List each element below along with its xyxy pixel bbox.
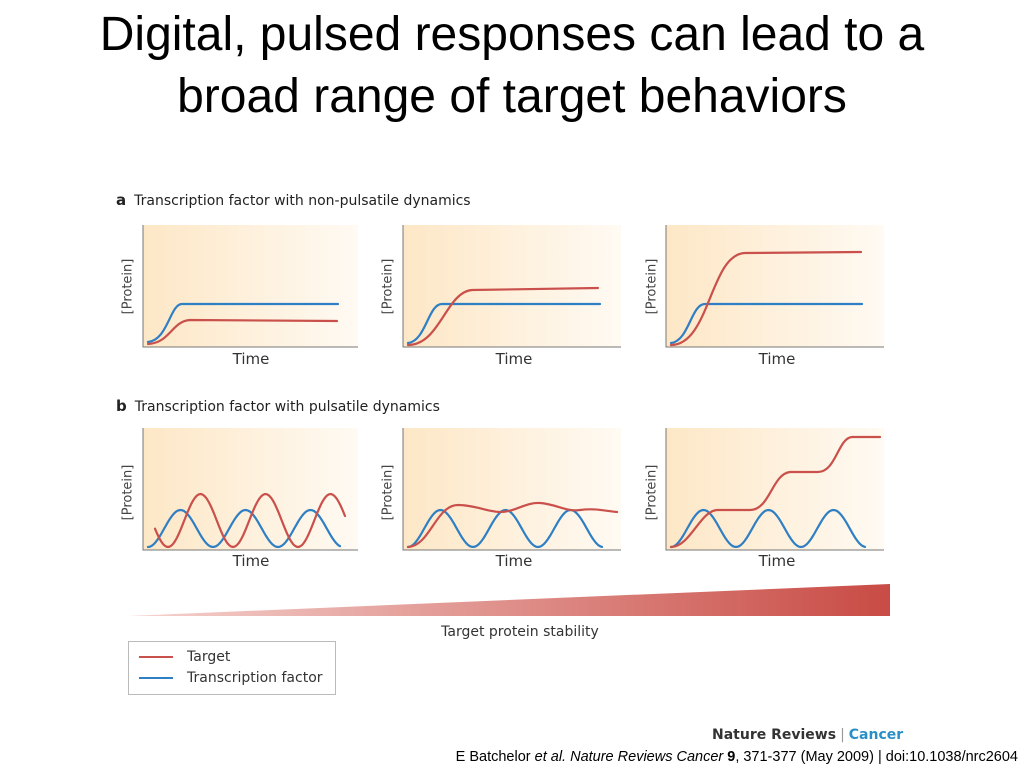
b2-panel-bg [403, 428, 621, 550]
section-a-letter: a [116, 191, 127, 209]
b1-y-label: [Protein] [120, 464, 136, 521]
a2-tf-curve [406, 302, 602, 345]
b3-y-label: [Protein] [644, 464, 660, 521]
a3-x-label: Time [758, 350, 796, 368]
a1-tf-curve [146, 302, 340, 344]
section-a-text: Transcription factor with non-pulsatile … [134, 193, 471, 209]
a1-axes [142, 225, 358, 348]
legend-item-tf: Transcription factor [139, 668, 323, 688]
a2-x-label: Time [495, 350, 533, 368]
a3-tf-curve [669, 302, 864, 345]
b2-x-label: Time [495, 552, 533, 570]
section-b-letter: b [116, 397, 127, 415]
b2-y-label: [Protein] [380, 464, 396, 521]
a3-y-label: [Protein] [644, 258, 660, 315]
legend-label-target: Target [187, 649, 231, 665]
a2-axes [402, 225, 621, 348]
section-b-label: b Transcription factor with pulsatile dyn… [116, 397, 440, 415]
journal-logo: Nature Reviews | Cancer [712, 727, 903, 743]
section-a-label: a Transcription factor with non-pulsatile… [116, 191, 471, 209]
a3-axes [665, 225, 884, 348]
b1-panel-bg [143, 428, 358, 550]
legend-label-tf: Transcription factor [187, 670, 323, 686]
b3-panel-bg [666, 428, 884, 550]
a2-y-label: [Protein] [380, 258, 396, 315]
citation-etal: et al. Nature Reviews Cancer [534, 749, 724, 765]
legend-item-target: Target [139, 647, 230, 667]
a1-panel-bg [143, 225, 358, 347]
citation: E Batchelor et al. Nature Reviews Cancer… [456, 749, 1018, 765]
a3-target-curve [669, 250, 863, 347]
b1-x-label: Time [232, 552, 270, 570]
a3-panel-bg [666, 225, 884, 347]
stability-wedge [128, 584, 890, 616]
b3-tf-curve [669, 508, 867, 549]
citation-authors: E Batchelor [455, 749, 535, 765]
a1-target-curve [146, 318, 339, 346]
journal-name: Nature Reviews [712, 727, 837, 743]
journal-separator: | [840, 727, 845, 743]
citation-rest: , 371-377 (May 2009) | doi:10.1038/nrc26… [735, 749, 1018, 765]
section-b-text: Transcription factor with pulsatile dyna… [134, 399, 440, 415]
legend-swatch-tf [139, 677, 173, 679]
legend-swatch-target [139, 656, 173, 658]
b2-axes [402, 428, 621, 551]
legend: Target Transcription factor [128, 641, 336, 695]
b1-tf-curve [146, 508, 342, 549]
a2-target-curve [406, 286, 600, 347]
citation-volume: 9 [723, 749, 736, 765]
b3-axes [665, 428, 884, 551]
a2-panel-bg [403, 225, 621, 347]
b1-target-curve [153, 492, 347, 549]
a1-x-label: Time [232, 350, 270, 368]
b3-target-curve [669, 435, 882, 549]
journal-section: Cancer [848, 727, 904, 743]
a1-y-label: [Protein] [120, 258, 136, 315]
b2-target-curve [406, 501, 619, 549]
stability-label: Target protein stability [441, 624, 599, 640]
slide-title: Digital, pulsed responses can lead to a … [99, 8, 925, 123]
b1-axes [142, 428, 358, 551]
b3-x-label: Time [758, 552, 796, 570]
